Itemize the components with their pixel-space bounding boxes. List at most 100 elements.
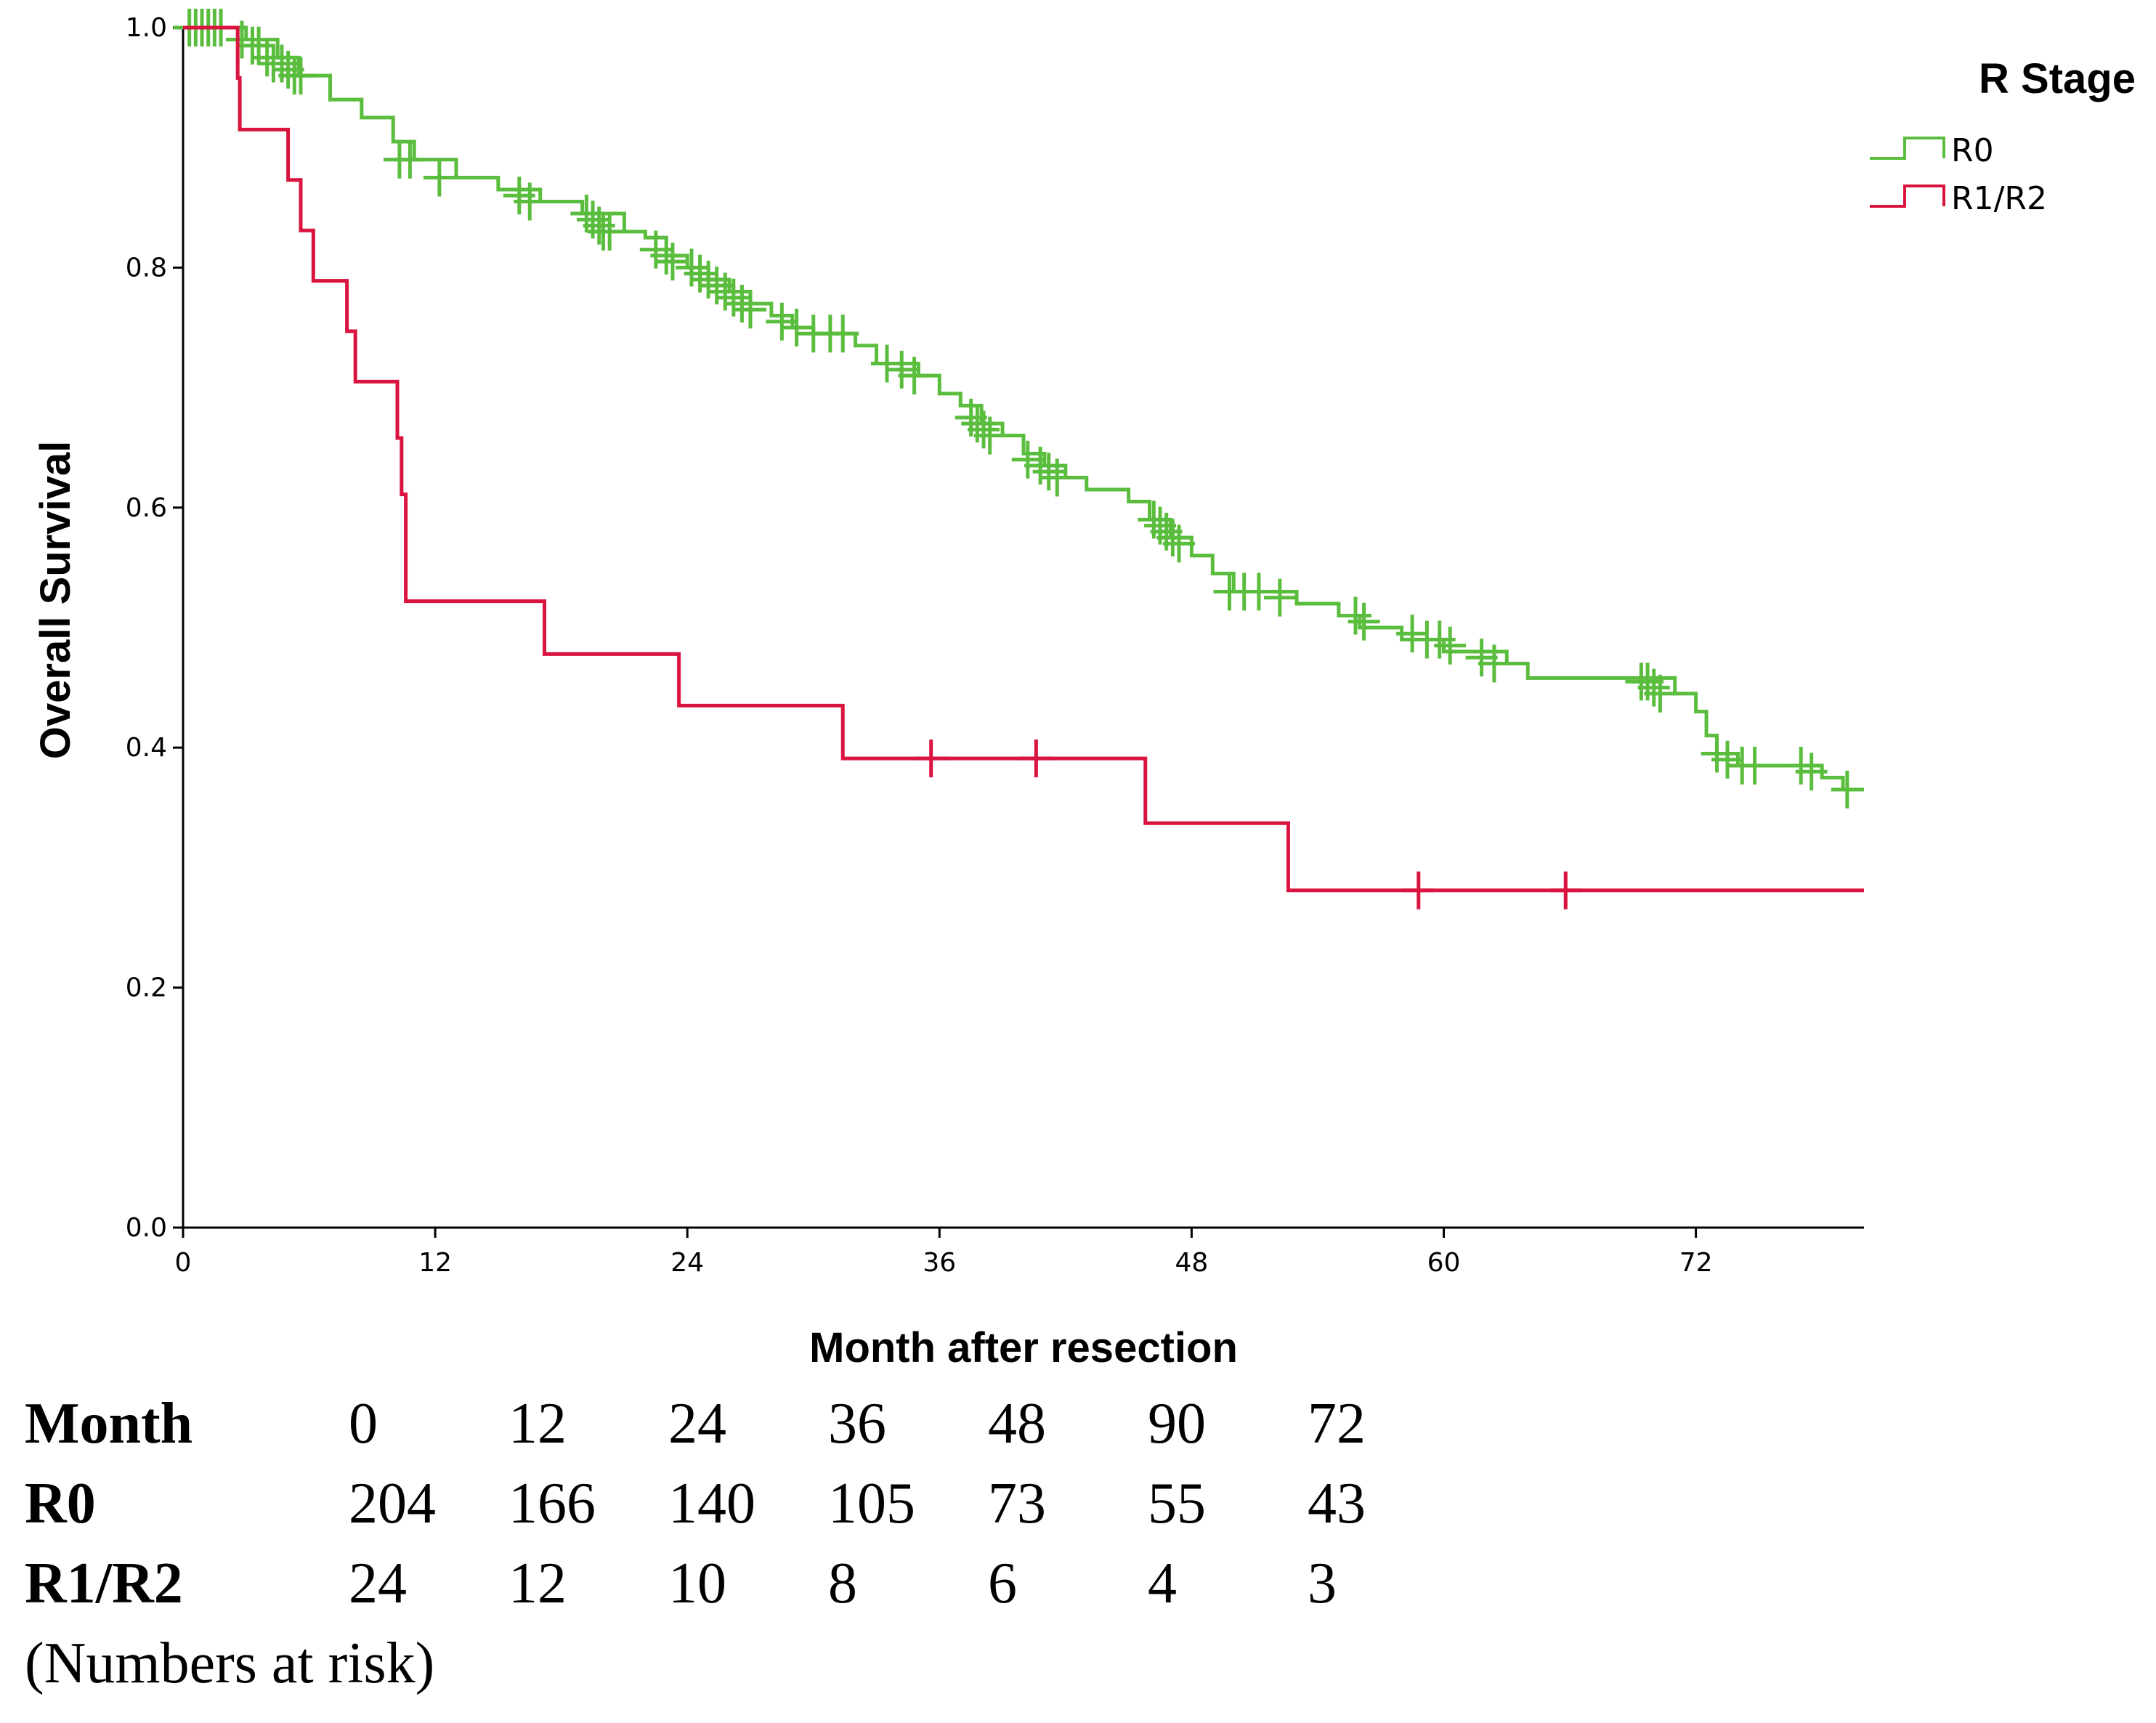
risk-row-label: R0 — [25, 1472, 96, 1536]
censor-mark-r0 — [1637, 668, 1670, 707]
censor-mark-r0 — [1644, 674, 1677, 713]
censor-mark-r0 — [717, 278, 750, 317]
y-tick-label: 0.8 — [126, 253, 167, 283]
censor-mark-r0 — [1396, 615, 1429, 653]
axes — [182, 28, 1864, 1229]
x-tick-label: 0 — [175, 1248, 192, 1278]
censor-mark-r0 — [684, 254, 716, 293]
censor-mark-r0 — [656, 243, 689, 281]
censor-mark-r0 — [885, 350, 918, 389]
censor-mark-r0 — [780, 309, 813, 346]
risk-header-cell: 48 — [988, 1392, 1046, 1456]
censor-mark-r0 — [272, 50, 304, 89]
censor-mark-r0 — [1263, 578, 1296, 617]
censor-mark-r0 — [827, 315, 859, 353]
y-axis-title: Overall Survival — [32, 441, 79, 759]
censor-mark-r0 — [423, 158, 455, 197]
risk-cell: 24 — [349, 1552, 407, 1615]
risk-table-caption: (Numbers at risk) — [25, 1631, 435, 1695]
censor-mark-r0 — [726, 284, 758, 323]
censor-mark-r0 — [1156, 519, 1189, 557]
risk-header-cell: 12 — [508, 1392, 567, 1456]
censor-mark-r1r2 — [1020, 739, 1053, 778]
censor-mark-r0 — [1242, 572, 1275, 611]
y-tick-label: 0.0 — [126, 1213, 167, 1243]
x-tick-label: 12 — [418, 1248, 452, 1278]
censor-mark-r0 — [394, 140, 426, 179]
censor-mark-r0 — [1163, 524, 1196, 563]
legend-symbol-r0 — [1870, 137, 1945, 160]
x-tick-label: 24 — [670, 1248, 704, 1278]
censor-mark-r0 — [251, 38, 283, 77]
x-axis-title: Month after resection — [809, 1324, 1238, 1371]
risk-cell: 55 — [1148, 1472, 1206, 1536]
censor-mark-r0 — [650, 236, 683, 275]
risk-cell: 105 — [828, 1472, 915, 1536]
risk-row-label: R1/R2 — [25, 1552, 183, 1615]
y-tick-label: 0.6 — [126, 493, 167, 523]
legend-symbol-r1r2 — [1870, 185, 1945, 208]
censor-mark-r0 — [766, 302, 798, 341]
risk-cell: 10 — [668, 1552, 726, 1615]
risk-header-cell: 36 — [828, 1392, 886, 1456]
censor-mark-r0 — [675, 248, 708, 287]
censor-mark-r0 — [1032, 453, 1065, 491]
risk-header-cell: 72 — [1308, 1392, 1366, 1456]
risk-cell: 12 — [508, 1552, 567, 1615]
censor-mark-r0 — [284, 57, 317, 95]
risk-header-cell: 0 — [349, 1392, 378, 1456]
risk-cell: 204 — [349, 1472, 436, 1536]
series-layer — [173, 9, 1864, 909]
censor-mark-r0 — [692, 260, 725, 299]
risk-header-cell: 90 — [1148, 1392, 1206, 1456]
censor-mark-r0 — [1434, 626, 1467, 665]
risk-cell: 4 — [1148, 1552, 1177, 1615]
censor-mark-r1r2 — [1549, 871, 1582, 909]
risk-cell: 8 — [828, 1552, 857, 1615]
risk-cell: 6 — [988, 1552, 1017, 1615]
censor-mark-r0 — [734, 291, 766, 329]
series-line-r1r2 — [183, 25, 1864, 893]
censor-mark-r0 — [1478, 644, 1510, 683]
censor-mark-r1r2 — [1402, 871, 1435, 909]
censor-mark-r0 — [1831, 771, 1863, 809]
legend: R Stage R0 R1/R2 — [1870, 55, 2136, 217]
y-tick-label: 1.0 — [126, 13, 167, 43]
legend-label-r0: R0 — [1951, 132, 1994, 169]
censor-mark-r0 — [870, 344, 903, 383]
legend-title: R Stage — [1979, 55, 2136, 102]
x-tick-label: 72 — [1679, 1248, 1713, 1278]
censor-mark-r0 — [1711, 740, 1743, 779]
censor-mark-r0 — [968, 410, 1000, 449]
risk-cell: 73 — [988, 1472, 1046, 1536]
km-survival-chart: 0.0 0.2 0.4 0.6 0.8 1.0 0 12 24 36 48 60 72 Overall… — [32, 9, 2136, 1371]
risk-cell: 140 — [668, 1472, 755, 1536]
censor-mark-r0 — [973, 416, 1006, 455]
censor-mark-r0 — [700, 267, 733, 305]
legend-label-r1r2: R1/R2 — [1951, 180, 2047, 217]
risk-header-cell: 24 — [668, 1392, 726, 1456]
censor-mark-r0 — [1041, 458, 1074, 497]
x-tick-label: 60 — [1427, 1248, 1461, 1278]
censor-mark-r0 — [514, 182, 546, 221]
risk-header-label: Month — [25, 1392, 193, 1456]
censor-mark-r0 — [1348, 602, 1380, 641]
censor-mark-r0 — [1465, 638, 1498, 677]
censor-mark-r1r2 — [915, 739, 947, 778]
censor-mark-r0 — [1340, 596, 1372, 635]
risk-cell: 166 — [508, 1472, 596, 1536]
series-line-r0 — [183, 25, 1864, 792]
risk-cell: 3 — [1308, 1552, 1337, 1615]
censor-mark-r0 — [709, 272, 742, 311]
x-tick-label: 36 — [923, 1248, 956, 1278]
y-tick-label: 0.2 — [126, 973, 167, 1003]
censor-mark-r0 — [898, 357, 931, 395]
y-axis-ticks: 0.0 0.2 0.4 0.6 0.8 1.0 — [126, 13, 183, 1243]
censor-mark-r0 — [1738, 746, 1771, 785]
censor-mark-r0 — [1024, 446, 1057, 485]
censor-mark-r0 — [1795, 753, 1828, 791]
x-axis-ticks: 0 12 24 36 48 60 72 — [175, 1228, 1713, 1278]
risk-cell: 43 — [1308, 1472, 1366, 1536]
y-tick-label: 0.4 — [126, 733, 167, 763]
censor-mark-r0 — [1011, 440, 1044, 479]
